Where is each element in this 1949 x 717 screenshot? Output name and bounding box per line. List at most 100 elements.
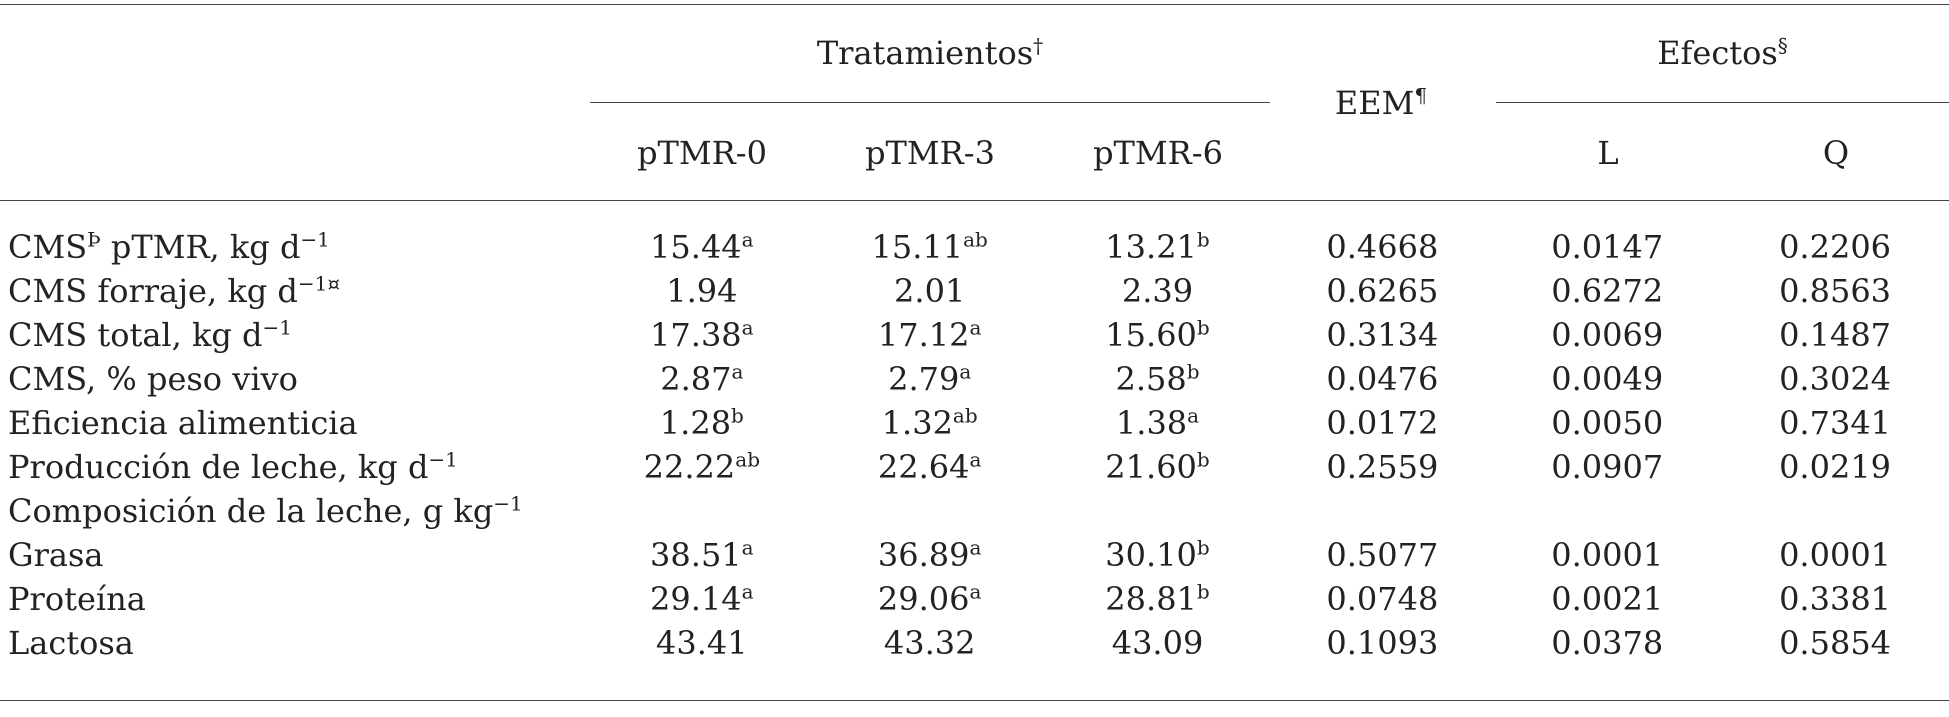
table-cell: [816, 489, 1044, 533]
table-cell: [1044, 489, 1272, 533]
significance-letter: b: [1196, 579, 1210, 604]
table-cell: [1493, 489, 1721, 533]
significance-letter: a: [969, 447, 982, 472]
table-cell: 15.60b: [1044, 313, 1272, 357]
row-label-exponent: −1: [428, 447, 458, 472]
cell-value: 0.3381: [1779, 580, 1892, 618]
column-header-l: L: [1597, 134, 1619, 172]
cell-value: 17.38: [650, 316, 742, 354]
cell-value: 2.58: [1115, 360, 1187, 398]
cell-value: 2.39: [1121, 272, 1194, 310]
table-row: CMS, % peso vivo 2.87a 2.79a 2.58b 0.0476 0.0…: [8, 357, 1949, 401]
table-row: Eficiencia alimenticia 1.28b 1.32ab 1.38a 0.…: [8, 401, 1949, 445]
significance-letter: b: [1196, 315, 1210, 340]
table-cell: 1.32ab: [816, 401, 1044, 445]
table-cell: 0.2206: [1721, 225, 1949, 269]
table-cell: 30.10b: [1044, 533, 1272, 577]
significance-letter: a: [969, 579, 982, 604]
row-label-text: Composición de la leche, g kg: [8, 492, 494, 530]
table-cell: 1.38a: [1044, 401, 1272, 445]
column-header-ptmr-6: pTMR-6: [1093, 134, 1223, 172]
significance-letter: a: [741, 315, 754, 340]
table-row: Grasa 38.51a 36.89a 30.10b 0.5077 0.0001 0.000…: [8, 533, 1949, 577]
significance-letter: ab: [963, 227, 988, 252]
table-cell: 0.1093: [1271, 621, 1493, 665]
significance-letter: b: [731, 403, 744, 428]
cell-value: 1.32: [881, 404, 953, 442]
table-row: CMS forraje, kg d−1¤ 1.94 2.01 2.39 0.6265 0.…: [8, 269, 1949, 313]
row-label: CMSÞ pTMR, kg d−1: [8, 225, 588, 269]
table-cell: 0.0021: [1493, 577, 1721, 621]
row-label-footnote: Þ: [87, 227, 101, 252]
significance-letter: a: [969, 535, 982, 560]
column-header-ptmr-0: pTMR-0: [637, 134, 767, 172]
row-label: CMS forraje, kg d−1¤: [8, 269, 588, 313]
table-cell: 0.0147: [1493, 225, 1721, 269]
table-cell: 22.64a: [816, 445, 1044, 489]
table-row: CMS total, kg d−1 17.38a 17.12a 15.60b 0.313…: [8, 313, 1949, 357]
cell-value: 29.06: [877, 580, 970, 618]
significance-letter: a: [741, 227, 754, 252]
cell-value: 29.14: [650, 580, 742, 618]
cell-value: 0.0001: [1779, 536, 1892, 574]
row-label-text: Producción de leche, kg d: [8, 448, 429, 486]
table-cell: 17.38a: [588, 313, 816, 357]
table-cell: 1.94: [588, 269, 816, 313]
cell-value: 0.6265: [1326, 272, 1439, 310]
effects-label: Efectos: [1657, 34, 1778, 72]
table-cell: 0.3134: [1271, 313, 1493, 357]
table-cell: [1721, 489, 1949, 533]
table-body: CMSÞ pTMR, kg d−1 15.44a 15.11ab 13.21b 0.46…: [8, 225, 1949, 665]
effects-group-header: Efectos§: [1496, 34, 1949, 72]
significance-letter: a: [741, 535, 754, 560]
table-row: Lactosa 43.41 43.32 43.09 0.1093 0.0378 0.5854: [8, 621, 1949, 665]
table-cell: 0.0907: [1493, 445, 1721, 489]
table-cell: 29.14a: [588, 577, 816, 621]
cell-value: 0.0378: [1551, 624, 1664, 662]
cell-value: 0.0147: [1551, 228, 1664, 266]
column-header-q: Q: [1822, 134, 1850, 172]
cell-value: 21.60: [1105, 448, 1197, 486]
row-label-text: Grasa: [8, 536, 104, 574]
row-label: Composición de la leche, g kg−1: [8, 489, 588, 533]
cell-value: 0.0049: [1551, 360, 1664, 398]
cell-value: 0.7341: [1779, 404, 1892, 442]
table-cell: 28.81b: [1044, 577, 1272, 621]
table-cell: 0.6265: [1271, 269, 1493, 313]
cell-value: 0.0021: [1551, 580, 1664, 618]
table-cell: 36.89a: [816, 533, 1044, 577]
table-cell: 0.2559: [1271, 445, 1493, 489]
table-cell: 15.44a: [588, 225, 816, 269]
table-cell: [1271, 489, 1493, 533]
header-bottom-rule: [0, 200, 1949, 201]
table-cell: 43.32: [816, 621, 1044, 665]
treatments-underline: [590, 102, 1270, 103]
cell-value: 0.4668: [1326, 228, 1439, 266]
cell-value: 22.64: [877, 448, 970, 486]
cell-value: 0.0219: [1779, 448, 1892, 486]
table-cell: 0.7341: [1721, 401, 1949, 445]
row-label: Lactosa: [8, 621, 588, 665]
row-label-exponent: −1¤: [297, 271, 341, 296]
row-label-text: Lactosa: [8, 624, 134, 662]
table-cell: 0.0476: [1271, 357, 1493, 401]
cell-value: 0.0907: [1551, 448, 1664, 486]
cell-value: 2.01: [894, 272, 966, 310]
cell-value: 43.41: [656, 624, 748, 662]
row-label: CMS, % peso vivo: [8, 357, 588, 401]
row-label: Grasa: [8, 533, 588, 577]
table-row: Producción de leche, kg d−1 22.22ab 22.64a…: [8, 445, 1949, 489]
significance-letter: b: [1196, 447, 1210, 472]
cell-value: 0.0476: [1326, 360, 1439, 398]
eem-header: EEM¶: [1270, 84, 1492, 122]
cell-value: 0.6272: [1551, 272, 1664, 310]
row-label-text-rest: pTMR, kg d: [100, 228, 301, 266]
table-row: CMSÞ pTMR, kg d−1 15.44a 15.11ab 13.21b 0.46…: [8, 225, 1949, 269]
cell-value: 0.8563: [1779, 272, 1892, 310]
row-label: Producción de leche, kg d−1: [8, 445, 588, 489]
cell-value: 2.79: [888, 360, 960, 398]
effects-footnote-mark: §: [1777, 33, 1788, 58]
cell-value: 1.38: [1115, 404, 1188, 442]
cell-value: 0.3024: [1779, 360, 1892, 398]
row-label-exponent: −1: [493, 491, 523, 516]
